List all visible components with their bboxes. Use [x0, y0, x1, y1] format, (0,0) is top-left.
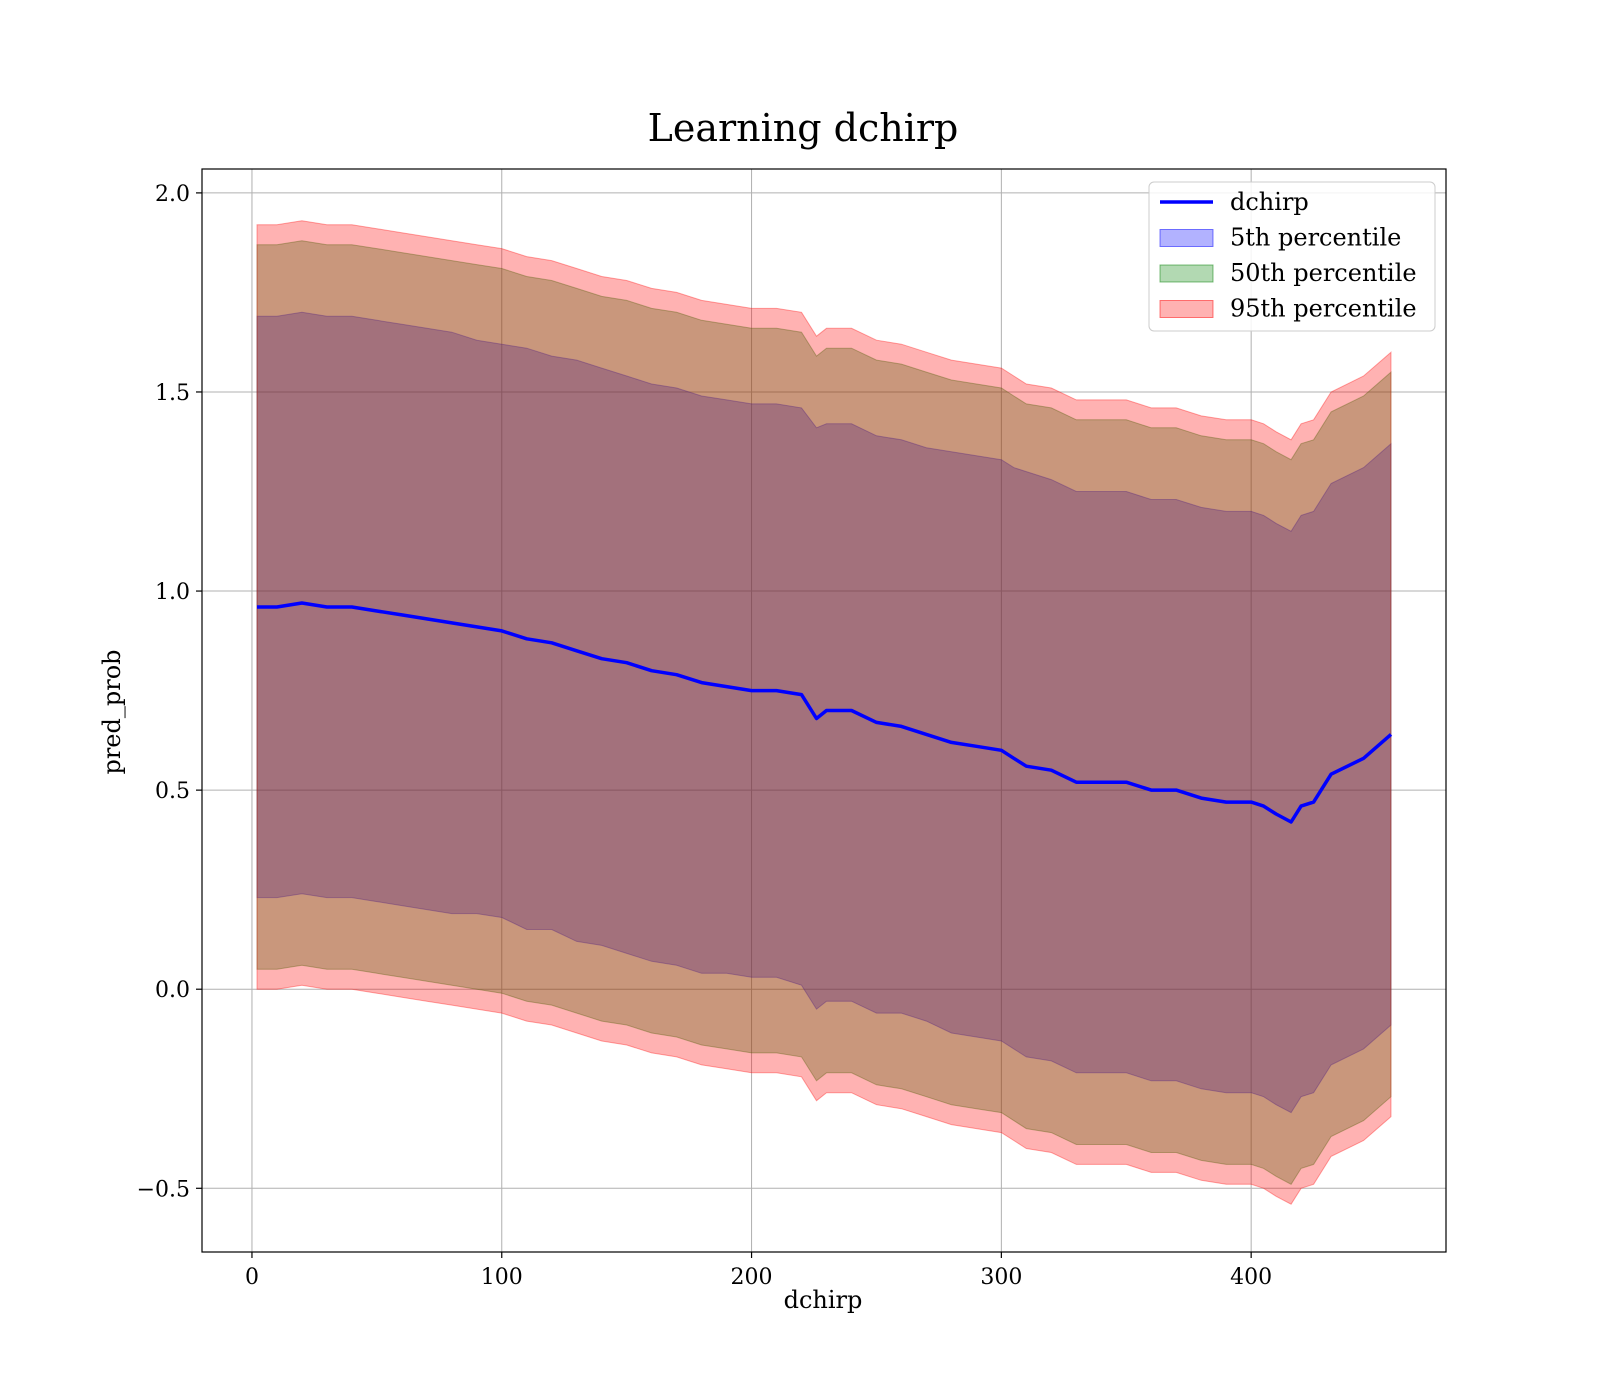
x-axis-label: dchirp: [784, 1286, 863, 1314]
legend-label: 95th percentile: [1230, 295, 1417, 323]
y-axis-ticks: −0.5 0.0 0.5 1.0 1.5 2.0: [137, 182, 202, 1202]
y-tick-label: 1.0: [155, 580, 190, 605]
plot-area-frame: [201, 168, 1447, 1253]
legend-label: 50th percentile: [1230, 259, 1417, 287]
legend-swatch-band: [1159, 229, 1214, 247]
y-tick-label: 0.5: [155, 779, 190, 804]
legend-label: dchirp: [1230, 188, 1309, 216]
x-axis-ticks: 0 100 200 300 400: [245, 1252, 1272, 1290]
legend: dchirp 5th percentile 50th percentile 95th …: [1148, 181, 1436, 332]
y-tick-label: 2.0: [155, 182, 190, 207]
legend-swatch-band: [1159, 300, 1214, 318]
chart-title: Learning dchirp: [648, 106, 959, 150]
x-tick-label: 100: [481, 1265, 523, 1290]
y-axis-label: pred_prob: [98, 649, 126, 774]
line-dchirp: [257, 601, 1393, 824]
x-tick-label: 200: [731, 1265, 773, 1290]
y-tick-label: 0.0: [155, 978, 190, 1003]
legend-swatch-band: [1159, 264, 1214, 283]
y-tick-label: −0.5: [137, 1177, 190, 1202]
x-tick-label: 0: [245, 1265, 259, 1290]
x-tick-label: 300: [980, 1265, 1022, 1290]
grid-lines: [202, 169, 1446, 1252]
legend-frame: [1148, 181, 1436, 332]
legend-items: dchirp 5th percentile 50th percentile 95th …: [1159, 188, 1417, 323]
x-tick-label: 400: [1230, 1265, 1272, 1290]
y-tick-label: 1.5: [155, 381, 190, 406]
legend-label: 5th percentile: [1230, 224, 1401, 252]
series-lines: [257, 601, 1393, 824]
